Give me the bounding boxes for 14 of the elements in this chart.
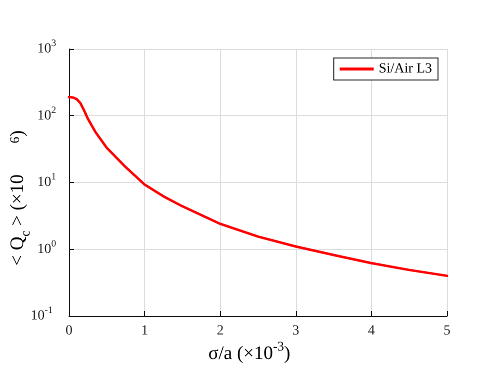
- x-axis-title: σ/a (×10$^{-3}$): [208, 338, 290, 364]
- x-tick-label: 5: [444, 324, 450, 338]
- x-tick-label: 1: [141, 324, 148, 338]
- y-tick-label: 10$^{0}$: [37, 238, 56, 257]
- legend-label: Si/Air L3: [378, 62, 432, 76]
- x-tick-label: 0: [66, 324, 72, 338]
- y-tick-label: 10$^{3}$: [37, 38, 56, 56]
- x-tick-label: 4: [368, 324, 375, 338]
- x-tick-label: 3: [292, 324, 300, 338]
- line-series: [68, 96, 448, 278]
- y-tick-label: 10$^{-1}$: [30, 305, 53, 324]
- x-tick-label: 2: [216, 324, 224, 338]
- y-tick-label: 10$^{2}$: [37, 104, 56, 124]
- y-tick-label: 10$^{1}$: [37, 172, 56, 190]
